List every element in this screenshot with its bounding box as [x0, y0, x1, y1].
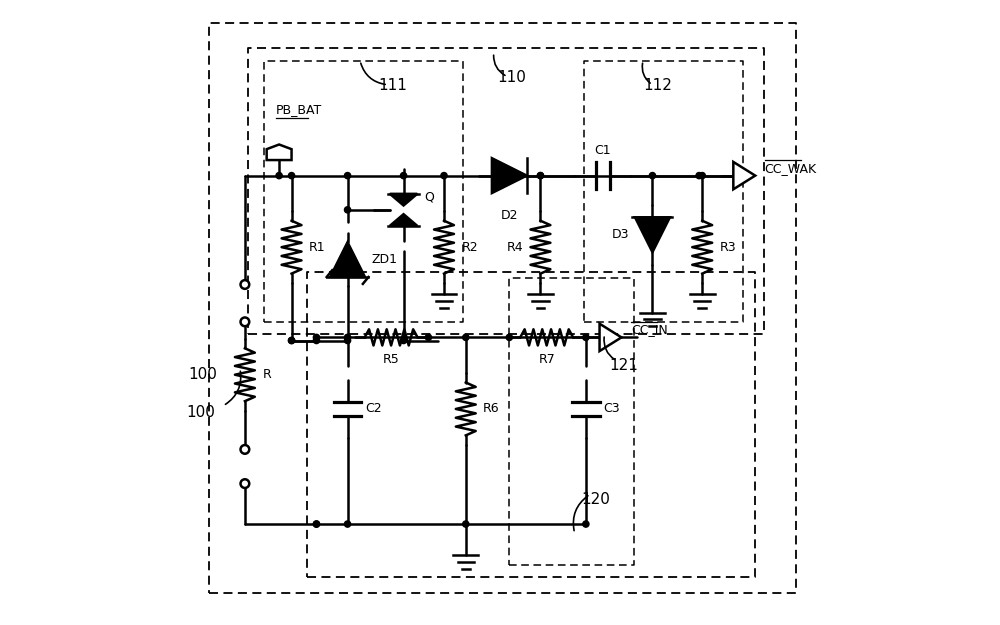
Circle shape: [425, 334, 432, 341]
Polygon shape: [492, 158, 527, 193]
Polygon shape: [330, 242, 365, 277]
Circle shape: [241, 318, 249, 326]
Text: CC_IN: CC_IN: [631, 323, 668, 336]
Circle shape: [344, 521, 351, 527]
Circle shape: [288, 338, 295, 344]
Text: PB_BAT: PB_BAT: [276, 104, 322, 116]
Polygon shape: [600, 324, 621, 351]
Polygon shape: [267, 144, 292, 160]
Text: C1: C1: [594, 144, 611, 157]
Circle shape: [276, 173, 282, 179]
Circle shape: [699, 173, 705, 179]
Text: R5: R5: [383, 353, 399, 366]
Circle shape: [537, 173, 544, 179]
Circle shape: [241, 479, 249, 488]
Circle shape: [649, 173, 656, 179]
Circle shape: [344, 207, 351, 213]
Text: CC_WAK: CC_WAK: [765, 162, 817, 174]
Polygon shape: [635, 217, 670, 252]
Circle shape: [313, 334, 320, 341]
Circle shape: [583, 334, 589, 341]
Circle shape: [344, 334, 351, 341]
Circle shape: [506, 334, 512, 341]
Text: 111: 111: [379, 78, 408, 93]
Text: C2: C2: [365, 402, 382, 416]
Circle shape: [583, 521, 589, 527]
Text: R: R: [262, 368, 271, 381]
Text: R6: R6: [483, 402, 500, 416]
Circle shape: [313, 521, 320, 527]
Circle shape: [400, 173, 407, 179]
Circle shape: [344, 173, 351, 179]
Text: 120: 120: [581, 492, 610, 507]
Text: C3: C3: [603, 402, 620, 416]
Text: R4: R4: [506, 241, 523, 254]
Text: R2: R2: [461, 241, 478, 254]
Text: 121: 121: [609, 358, 638, 373]
Polygon shape: [390, 214, 417, 226]
Circle shape: [463, 521, 469, 527]
Circle shape: [313, 338, 320, 344]
Polygon shape: [733, 162, 755, 189]
Text: R3: R3: [720, 241, 736, 254]
Circle shape: [241, 280, 249, 289]
Text: R1: R1: [309, 241, 326, 254]
Circle shape: [441, 173, 447, 179]
Text: D2: D2: [501, 209, 518, 222]
Circle shape: [463, 334, 469, 341]
Circle shape: [537, 173, 544, 179]
Text: 100: 100: [186, 404, 215, 419]
Circle shape: [241, 445, 249, 454]
Text: R7: R7: [538, 353, 555, 366]
Polygon shape: [390, 194, 417, 206]
Circle shape: [288, 173, 295, 179]
Text: 112: 112: [643, 78, 672, 93]
Text: Q: Q: [425, 191, 435, 204]
Text: 110: 110: [497, 70, 526, 85]
Circle shape: [696, 173, 702, 179]
Text: ZD1: ZD1: [371, 253, 397, 266]
Text: 100: 100: [188, 368, 217, 382]
Text: D3: D3: [611, 228, 629, 241]
Circle shape: [400, 338, 407, 344]
Circle shape: [313, 521, 320, 527]
Circle shape: [344, 338, 351, 344]
Circle shape: [288, 338, 295, 344]
